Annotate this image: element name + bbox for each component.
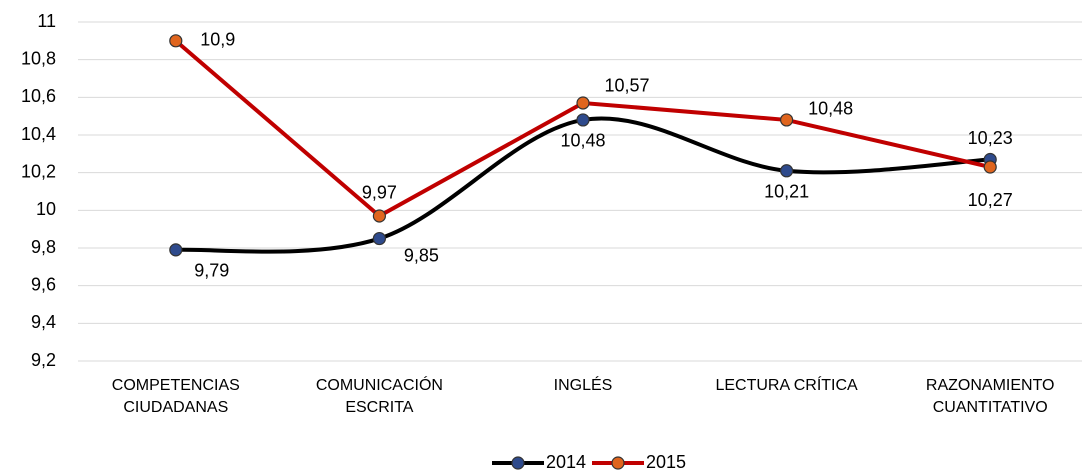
data-label: 9,79: [194, 261, 229, 281]
y-tick-label: 9,4: [31, 312, 56, 332]
marker: [169, 34, 183, 48]
legend-marker: [511, 456, 525, 470]
x-tick-label: CIUDADANAS: [123, 399, 228, 416]
y-tick-label: 10,4: [21, 124, 56, 144]
marker: [779, 164, 794, 178]
x-tick-label: COMPETENCIAS: [112, 377, 240, 394]
data-label: 10,27: [968, 190, 1013, 210]
marker: [983, 160, 997, 174]
x-tick-label: COMUNICACIÓN: [316, 375, 443, 394]
data-label: 10,21: [764, 182, 809, 202]
data-label: 10,23: [968, 128, 1013, 148]
y-tick-label: 10,6: [21, 86, 56, 106]
marker: [779, 113, 794, 127]
y-tick-label: 9,8: [31, 237, 56, 257]
data-label: 9,97: [362, 183, 397, 203]
x-tick-label: LECTURA CRÍTICA: [715, 375, 858, 394]
marker: [372, 209, 386, 223]
marker: [576, 113, 590, 127]
y-tick-label: 11: [37, 11, 56, 31]
legend-marker: [611, 456, 625, 470]
y-tick-label: 10: [36, 199, 56, 219]
line: [174, 39, 991, 219]
y-tick-label: 10,8: [21, 48, 56, 68]
x-tick-label: ESCRITA: [345, 399, 413, 416]
marker: [169, 243, 183, 257]
legend-label: 2014: [546, 452, 586, 472]
x-tick-label: CUANTITATIVO: [933, 399, 1048, 416]
data-label: 10,48: [808, 99, 853, 119]
y-tick-label: 9,6: [31, 274, 56, 294]
data-label: 9,85: [404, 245, 439, 265]
data-label: 10,57: [604, 76, 649, 96]
y-tick-label: 9,2: [31, 350, 56, 370]
marker: [576, 96, 590, 110]
legend-label: 2015: [646, 452, 686, 472]
data-label: 10,9: [200, 30, 235, 50]
x-tick-label: RAZONAMIENTO: [926, 377, 1055, 394]
x-tick-label: INGLÉS: [554, 375, 613, 394]
marker: [372, 231, 386, 246]
y-tick-label: 10,2: [21, 161, 56, 181]
data-label: 10,48: [560, 131, 605, 151]
